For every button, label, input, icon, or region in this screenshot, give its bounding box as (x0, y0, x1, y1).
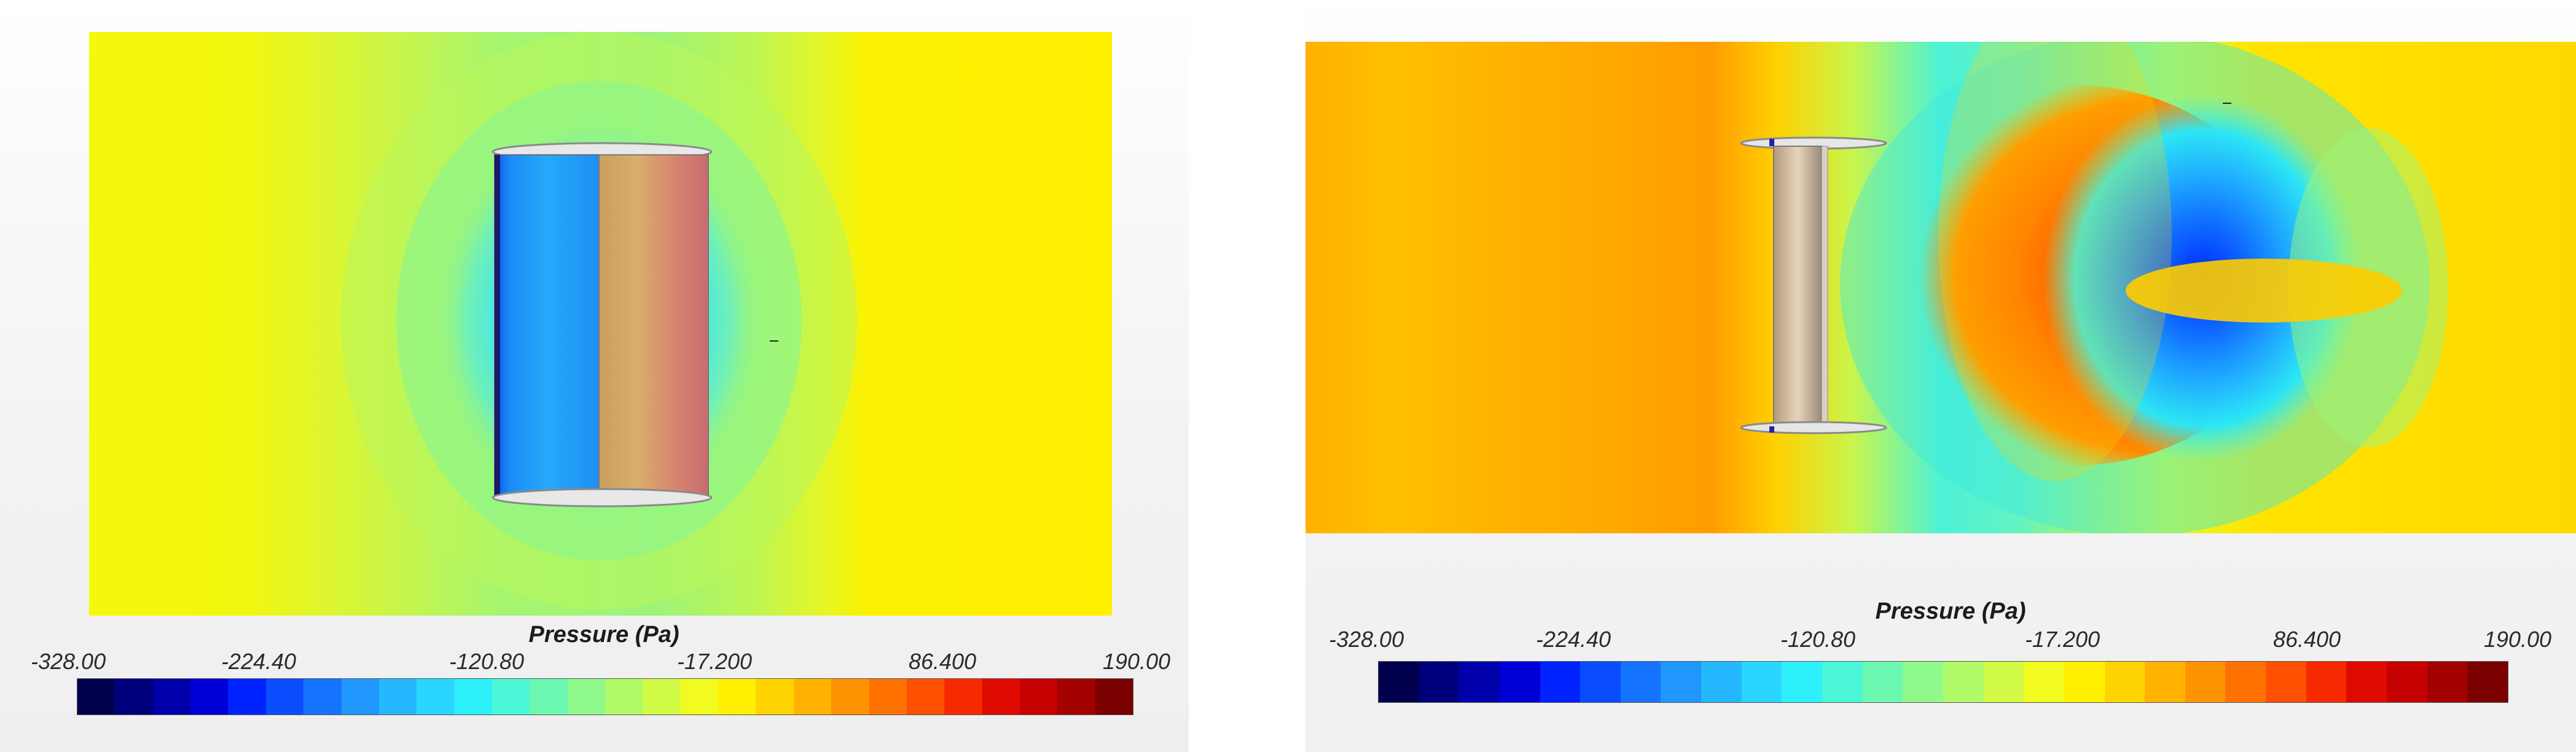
right-colorbar-segment (1822, 662, 1863, 702)
right-colorbar-segment (1701, 662, 1742, 702)
left-colorbar-segment (303, 679, 342, 715)
left-colorbar-segment (530, 679, 568, 715)
right-contour-plot (1306, 42, 2576, 533)
left-legend-tick-label: 86.400 (908, 649, 977, 674)
left-legend-tick-label: -328.00 (31, 649, 106, 674)
left-contour-plot (89, 32, 1112, 616)
left-colorbar-segment (605, 679, 643, 715)
right-colorbar-segment (1903, 662, 1943, 702)
right-panel: Pressure (Pa) -328.00 -224.40 -120.80 -17.2… (1306, 0, 2576, 752)
left-colorbar-segment (831, 679, 869, 715)
right-colorbar-segment (1741, 662, 1782, 702)
left-legend-ticks: -328.00 -224.40 -120.80 -17.200 86.400 190.00 (31, 649, 1170, 676)
left-colorbar-segment (944, 679, 982, 715)
left-legend-tick-label: 190.00 (1102, 649, 1170, 674)
right-colorbar-segment (2024, 662, 2064, 702)
left-legend-tick-label: -120.80 (448, 649, 525, 674)
right-colorbar-segment (2346, 662, 2387, 702)
right-colorbar-segment (1419, 662, 1460, 702)
right-colorbar-segment (2266, 662, 2306, 702)
left-colorbar-segment (265, 679, 304, 715)
right-colorbar-segment (2185, 662, 2226, 702)
left-colorbar-segment (793, 679, 832, 715)
left-colorbar (77, 678, 1133, 715)
right-colorbar-segment (1943, 662, 1984, 702)
left-colorbar-segment (228, 679, 266, 715)
left-colorbar-segment (491, 679, 530, 715)
left-colorbar-segment (115, 679, 153, 715)
left-colorbar-segment (756, 679, 794, 715)
right-colorbar-segment (1983, 662, 2024, 702)
left-rotor (491, 142, 713, 507)
right-colorbar-segment (2467, 662, 2508, 702)
right-colorbar-segment (1459, 662, 1500, 702)
left-colorbar-segment (869, 679, 907, 715)
right-legend-tick-label: 190.00 (2483, 627, 2551, 652)
left-panel: Pressure (Pa) -328.00 -224.40 -120.80 -17.2… (0, 0, 1189, 752)
left-colorbar-segment (718, 679, 756, 715)
right-legend-tick-label: -224.40 (1535, 627, 1611, 652)
right-colorbar-segment (2064, 662, 2105, 702)
right-legend-title: Pressure (Pa) (1875, 598, 2026, 624)
left-colorbar-segment (1057, 679, 1095, 715)
left-colorbar-segment (152, 679, 191, 715)
left-colorbar-segment (680, 679, 719, 715)
right-legend-tick-label: 86.400 (2273, 627, 2341, 652)
left-colorbar-segment (454, 679, 492, 715)
right-colorbar-segment (1580, 662, 1621, 702)
left-legend-tick-label: -17.200 (676, 649, 753, 674)
right-colorbar (1378, 661, 2508, 703)
right-colorbar-segment (2145, 662, 2185, 702)
left-colorbar-segment (982, 679, 1020, 715)
right-rotor (1740, 136, 1887, 434)
right-colorbar-segment (2387, 662, 2427, 702)
right-colorbar-segment (1620, 662, 1661, 702)
right-colorbar-segment (1499, 662, 1540, 702)
right-colorbar-segment (1862, 662, 1903, 702)
left-colorbar-segment (1095, 679, 1133, 715)
left-pressure-contour-view[interactable] (89, 32, 1112, 616)
left-colorbar-segment (341, 679, 379, 715)
left-colorbar-segment (906, 679, 945, 715)
right-legend-tick-label: -120.80 (1780, 627, 1856, 652)
right-colorbar-segment (1540, 662, 1581, 702)
left-colorbar-segment (417, 679, 455, 715)
left-colorbar-segment (567, 679, 606, 715)
right-pressure-contour-view[interactable] (1306, 42, 2576, 533)
right-legend-ticks: -328.00 -224.40 -120.80 -17.200 86.400 190.00 (1329, 627, 2551, 654)
right-colorbar-segment (2104, 662, 2145, 702)
right-legend-tick-label: -328.00 (1329, 627, 1404, 652)
left-legend-tick-label: -224.40 (221, 649, 297, 674)
left-legend-title: Pressure (Pa) (528, 622, 679, 648)
right-colorbar-segment (1379, 662, 1419, 702)
right-colorbar-segment (2427, 662, 2468, 702)
left-colorbar-segment (77, 679, 115, 715)
right-colorbar-segment (2225, 662, 2266, 702)
right-colorbar-segment (1782, 662, 1823, 702)
right-wake-contour (2126, 259, 2402, 323)
right-legend-tick-label: -17.200 (2024, 627, 2100, 652)
right-colorbar-segment (1661, 662, 1702, 702)
left-colorbar-segment (1019, 679, 1058, 715)
left-colorbar-segment (190, 679, 229, 715)
right-colorbar-segment (2306, 662, 2347, 702)
left-colorbar-segment (643, 679, 681, 715)
left-colorbar-segment (378, 679, 417, 715)
